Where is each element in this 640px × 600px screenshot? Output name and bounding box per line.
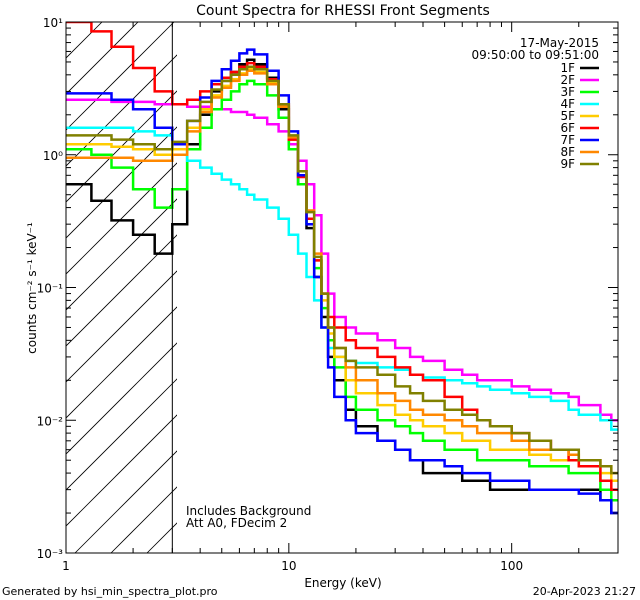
hatch-line (66, 22, 175, 131)
series-9f (66, 65, 618, 475)
footer-generated-by: Generated by hsi_min_spectra_plot.pro (2, 585, 218, 598)
y-axis-label: counts cm⁻² s⁻¹ keV⁻¹ (25, 222, 39, 354)
chart-title: Count Spectra for RHESSI Front Segments (196, 3, 490, 19)
y-tick-label: 10⁻² (37, 414, 64, 428)
series-4f (66, 126, 618, 431)
legend-label-1f: 1F (560, 61, 575, 75)
legend-date: 17-May-2015 (520, 36, 599, 50)
hatch-line (74, 450, 177, 553)
y-tick-label: 10⁻³ (37, 547, 64, 561)
legend-label-2f: 2F (560, 73, 575, 87)
legend-label-8f: 8F (560, 145, 575, 159)
y-tick-label: 10¹ (43, 16, 63, 30)
hatch-line (66, 270, 177, 383)
legend-label-6f: 6F (560, 121, 575, 135)
series-1f (66, 58, 618, 515)
hatch-line (66, 234, 177, 347)
x-tick-label: 100 (500, 559, 523, 573)
series-group (66, 22, 618, 515)
hatch-line (66, 90, 177, 203)
axis-ticks (65, 21, 619, 554)
annotation-background: Includes Background (186, 504, 311, 518)
y-tick-labels: 10⁻³ 10⁻² 10⁻¹ 10⁰ 10¹ (37, 16, 64, 561)
hatch-line (66, 54, 177, 167)
legend-time-range: 09:50:00 to 09:51:00 (472, 48, 599, 62)
hatch-line (66, 414, 177, 527)
footer-timestamp: 20-Apr-2023 21:27 (533, 585, 636, 598)
series-6f (66, 22, 618, 491)
hatch-line (66, 198, 177, 311)
legend-label-5f: 5F (560, 109, 575, 123)
x-axis-label: Energy (keV) (304, 576, 381, 590)
series-2f (66, 98, 618, 422)
x-tick-labels: 1 10 100 (62, 559, 523, 573)
y-tick-label: 10⁻¹ (37, 282, 64, 296)
x-tick-label: 10 (281, 559, 296, 573)
legend-label-7f: 7F (560, 133, 575, 147)
x-tick-label: 1 (62, 559, 70, 573)
hatch-line (66, 378, 177, 491)
legend-label-4f: 4F (560, 97, 575, 111)
legend-label-9f: 9F (560, 157, 575, 171)
background-hatch-region (66, 22, 177, 553)
annotation-attenuator: Att A0, FDecim 2 (186, 516, 287, 530)
legend: 17-May-2015 09:50:00 to 09:51:00 1F2F3F4… (472, 36, 599, 171)
legend-label-3f: 3F (560, 85, 575, 99)
y-tick-label: 10⁰ (43, 149, 63, 163)
